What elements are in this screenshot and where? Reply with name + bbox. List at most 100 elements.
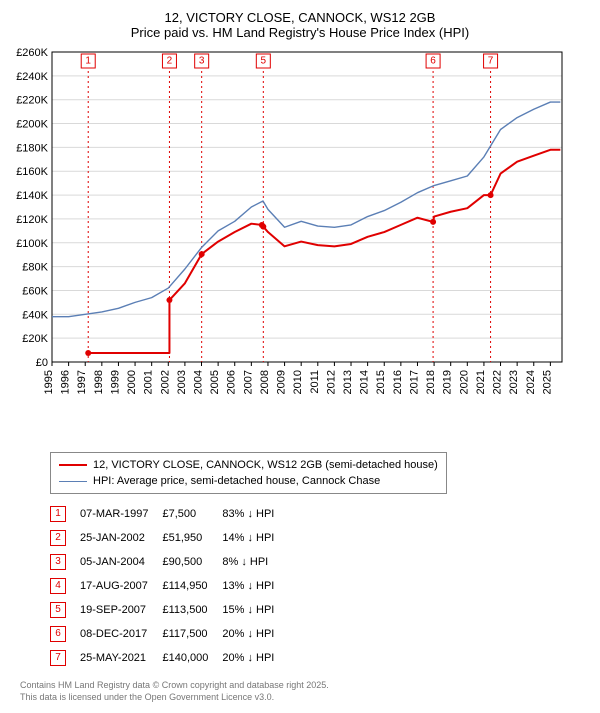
title-line-2: Price paid vs. HM Land Registry's House … <box>10 25 590 40</box>
series-hpi <box>52 102 560 317</box>
x-tick-label: 2011 <box>309 370 321 394</box>
x-tick-label: 2014 <box>359 370 371 394</box>
x-tick-label: 2022 <box>492 370 504 394</box>
transaction-price: £90,500 <box>162 550 222 574</box>
title-line-1: 12, VICTORY CLOSE, CANNOCK, WS12 2GB <box>10 10 590 25</box>
x-tick-label: 2009 <box>276 370 288 394</box>
transaction-price: £140,000 <box>162 646 222 670</box>
table-row: 608-DEC-2017£117,50020% ↓ HPI <box>50 622 288 646</box>
event-marker-number: 2 <box>167 56 173 67</box>
data-point <box>199 251 205 257</box>
x-tick-label: 2008 <box>259 370 271 394</box>
legend-item: 12, VICTORY CLOSE, CANNOCK, WS12 2GB (se… <box>59 457 438 473</box>
x-tick-label: 2019 <box>442 370 454 394</box>
x-tick-label: 2024 <box>525 370 537 394</box>
y-tick-label: £240K <box>16 71 48 83</box>
transaction-price: £51,950 <box>162 526 222 550</box>
x-tick-label: 1995 <box>43 370 55 394</box>
x-tick-label: 2010 <box>292 370 304 394</box>
table-row: 107-MAR-1997£7,50083% ↓ HPI <box>50 502 288 526</box>
legend-swatch <box>59 464 87 466</box>
x-tick-label: 2007 <box>242 370 254 394</box>
legend-swatch <box>59 481 87 482</box>
y-tick-label: £220K <box>16 95 48 107</box>
transaction-delta: 14% ↓ HPI <box>222 526 288 550</box>
data-point <box>260 224 266 230</box>
chart-title: 12, VICTORY CLOSE, CANNOCK, WS12 2GB Pri… <box>10 10 590 40</box>
legend-label: 12, VICTORY CLOSE, CANNOCK, WS12 2GB (se… <box>93 457 438 473</box>
y-tick-label: £80K <box>22 262 48 274</box>
event-marker-number: 1 <box>85 56 91 67</box>
data-point <box>85 350 91 356</box>
transaction-date: 25-JAN-2002 <box>80 526 162 550</box>
event-marker-number: 5 <box>261 56 267 67</box>
transaction-marker: 7 <box>50 650 66 666</box>
transaction-price: £114,950 <box>162 574 222 598</box>
data-point <box>166 297 172 303</box>
y-tick-label: £180K <box>16 142 48 154</box>
footer-line-1: Contains HM Land Registry data © Crown c… <box>20 680 590 692</box>
legend-label: HPI: Average price, semi-detached house,… <box>93 473 380 489</box>
transaction-date: 07-MAR-1997 <box>80 502 162 526</box>
y-tick-label: £100K <box>16 238 48 250</box>
legend: 12, VICTORY CLOSE, CANNOCK, WS12 2GB (se… <box>50 452 447 494</box>
x-tick-label: 2003 <box>176 370 188 394</box>
x-tick-label: 2006 <box>226 370 238 394</box>
x-tick-label: 2001 <box>143 370 155 394</box>
y-tick-label: £40K <box>22 309 48 321</box>
table-row: 225-JAN-2002£51,95014% ↓ HPI <box>50 526 288 550</box>
transaction-delta: 83% ↓ HPI <box>222 502 288 526</box>
transaction-marker: 1 <box>50 506 66 522</box>
table-row: 3 05-JAN-2004£90,5008% ↓ HPI <box>50 550 288 574</box>
transaction-delta: 13% ↓ HPI <box>222 574 288 598</box>
table-row: 5 19-SEP-2007£113,50015% ↓ HPI <box>50 598 288 622</box>
x-tick-label: 2013 <box>342 370 354 394</box>
transaction-price: £113,500 <box>162 598 222 622</box>
series-subject <box>88 150 560 353</box>
transaction-marker: 6 <box>50 626 66 642</box>
x-tick-label: 2016 <box>392 370 404 394</box>
y-tick-label: £120K <box>16 214 48 226</box>
transaction-date: 19-SEP-2007 <box>80 598 162 622</box>
x-tick-label: 2018 <box>425 370 437 394</box>
chart-area: £0£20K£40K£60K£80K£100K£120K£140K£160K£1… <box>10 44 590 446</box>
transaction-delta: 8% ↓ HPI <box>222 550 288 574</box>
transactions-table: 107-MAR-1997£7,50083% ↓ HPI225-JAN-2002£… <box>50 502 288 670</box>
transaction-delta: 15% ↓ HPI <box>222 598 288 622</box>
x-tick-label: 2023 <box>508 370 520 394</box>
table-row: 725-MAY-2021£140,00020% ↓ HPI <box>50 646 288 670</box>
y-tick-label: £200K <box>16 119 48 131</box>
x-tick-label: 2025 <box>541 370 553 394</box>
x-tick-label: 2015 <box>375 370 387 394</box>
x-tick-label: 2020 <box>458 370 470 394</box>
y-tick-label: £60K <box>22 285 48 297</box>
x-tick-label: 1996 <box>60 370 72 394</box>
x-tick-label: 1999 <box>109 370 121 394</box>
x-tick-label: 2021 <box>475 370 487 394</box>
event-marker-number: 7 <box>488 56 494 67</box>
transaction-date: 05-JAN-2004 <box>80 550 162 574</box>
y-tick-label: £0 <box>36 357 48 369</box>
x-tick-label: 1998 <box>93 370 105 394</box>
data-point <box>488 192 494 198</box>
data-point <box>430 219 436 225</box>
x-tick-label: 2017 <box>408 370 420 394</box>
legend-item: HPI: Average price, semi-detached house,… <box>59 473 438 489</box>
transaction-marker: 3 <box>50 554 66 570</box>
y-tick-label: £140K <box>16 190 48 202</box>
transaction-price: £117,500 <box>162 622 222 646</box>
x-tick-label: 2012 <box>325 370 337 394</box>
table-row: 417-AUG-2007£114,95013% ↓ HPI <box>50 574 288 598</box>
event-marker-number: 6 <box>430 56 436 67</box>
transaction-marker: 5 <box>50 602 66 618</box>
x-tick-label: 2005 <box>209 370 221 394</box>
x-tick-label: 2004 <box>193 370 205 394</box>
transaction-date: 08-DEC-2017 <box>80 622 162 646</box>
y-tick-label: £160K <box>16 166 48 178</box>
x-tick-label: 2002 <box>159 370 171 394</box>
footer-attribution: Contains HM Land Registry data © Crown c… <box>20 680 590 703</box>
transaction-delta: 20% ↓ HPI <box>222 646 288 670</box>
y-tick-label: £260K <box>16 47 48 59</box>
line-chart-svg: £0£20K£40K£60K£80K£100K£120K£140K£160K£1… <box>10 44 570 446</box>
transaction-date: 17-AUG-2007 <box>80 574 162 598</box>
